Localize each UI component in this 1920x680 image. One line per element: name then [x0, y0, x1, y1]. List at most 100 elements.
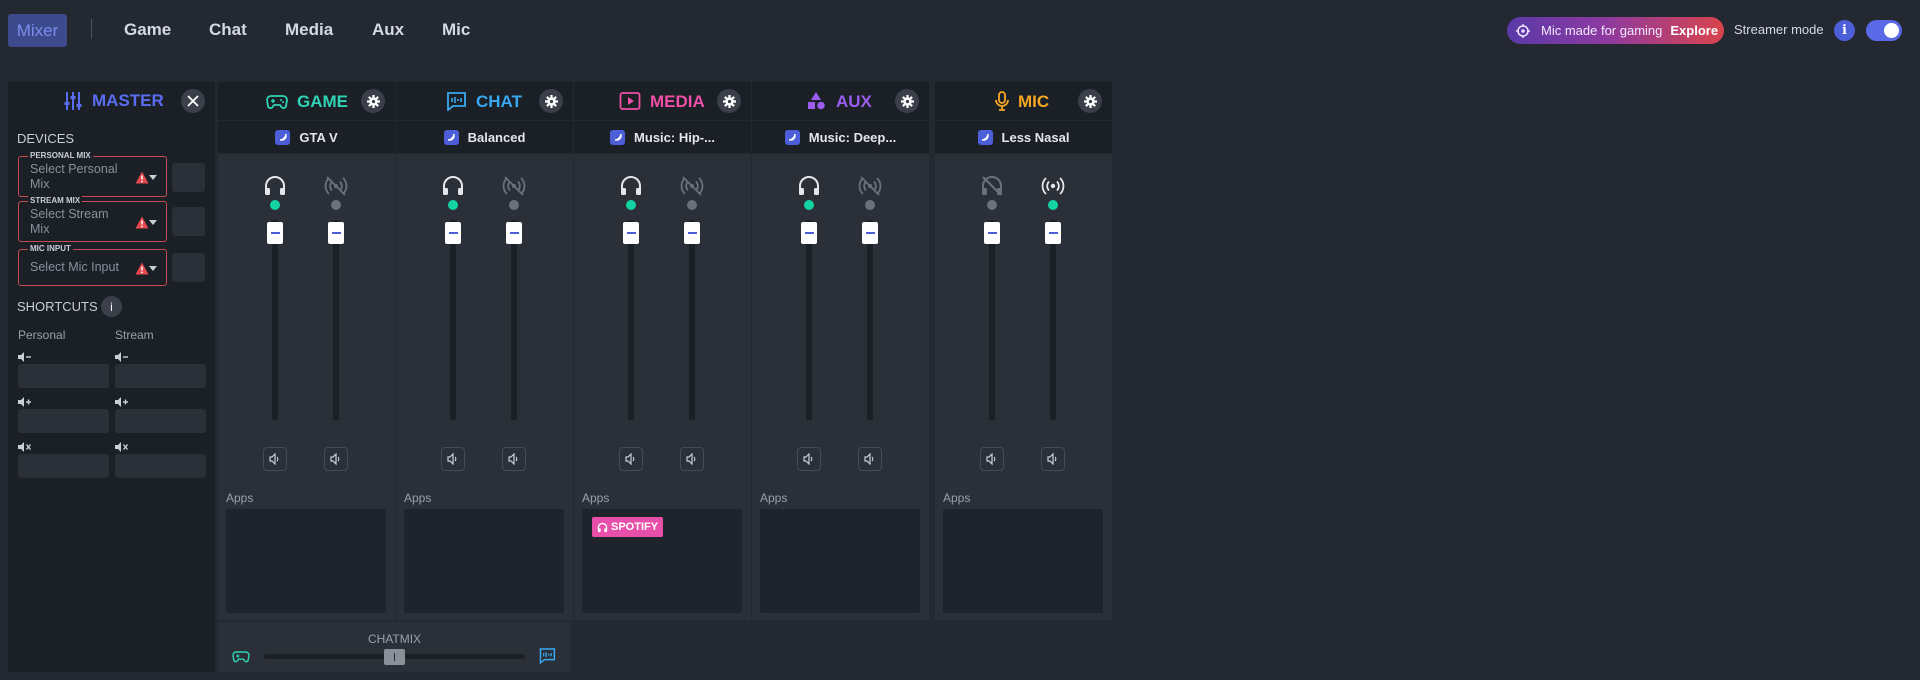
broadcast-off-icon[interactable] [324, 174, 348, 198]
apps-dropzone[interactable] [760, 509, 920, 613]
warning-icon [135, 171, 149, 184]
speaker-icon [803, 453, 813, 465]
personal-volume-slider[interactable] [445, 222, 461, 244]
chatmix-panel: CHATMIX [218, 622, 571, 672]
shortcut-stream-volume-down[interactable] [115, 364, 206, 388]
channel-preset[interactable]: Less Nasal [935, 121, 1112, 153]
nav-tab-aux[interactable]: Aux [372, 20, 405, 39]
gear-icon [544, 94, 558, 108]
stream-volume-slider[interactable] [684, 222, 700, 244]
streamer-mode-info-icon[interactable]: i [1834, 20, 1855, 41]
explore-link[interactable]: Explore [1670, 23, 1719, 38]
channel-settings-button[interactable] [1078, 89, 1102, 113]
headphones-icon[interactable] [441, 174, 465, 198]
nav-tab-game[interactable]: Game [124, 20, 172, 39]
nav-tab-mixer[interactable]: Mixer [8, 14, 67, 47]
personal-volume-track[interactable] [806, 220, 812, 420]
personal-volume-track[interactable] [989, 220, 995, 420]
personal-mix-extra-button[interactable] [172, 163, 205, 192]
broadcast-off-icon[interactable] [502, 174, 526, 198]
headphones-icon[interactable] [797, 174, 821, 198]
stream-volume-slider[interactable] [506, 222, 522, 244]
shortcuts-heading: SHORTCUTS [17, 299, 98, 314]
stream-mute-button[interactable] [858, 447, 882, 471]
broadcast-icon[interactable] [1041, 174, 1065, 198]
channel-settings-button[interactable] [895, 89, 919, 113]
personal-active-dot [987, 200, 997, 210]
stream-mute-button[interactable] [502, 447, 526, 471]
stream-volume-slider[interactable] [1045, 222, 1061, 244]
apps-dropzone[interactable] [943, 509, 1103, 613]
personal-mute-button[interactable] [797, 447, 821, 471]
shortcut-stream-volume-up[interactable] [115, 409, 206, 433]
channel-settings-button[interactable] [717, 89, 741, 113]
shortcut-personal-mute[interactable] [18, 454, 109, 478]
stream-volume-track[interactable] [689, 220, 695, 420]
personal-volume-slider[interactable] [984, 222, 1000, 244]
personal-volume-slider[interactable] [267, 222, 283, 244]
personal-mute-button[interactable] [441, 447, 465, 471]
headphones-icon[interactable] [619, 174, 643, 198]
personal-volume-track[interactable] [450, 220, 456, 420]
headphones-icon[interactable] [263, 174, 287, 198]
stream-volume-track[interactable] [511, 220, 517, 420]
personal-mute-button[interactable] [263, 447, 287, 471]
channel-settings-button[interactable] [539, 89, 563, 113]
promo-banner[interactable]: Mic made for gaming Explore [1507, 17, 1724, 44]
personal-active-dot [626, 200, 636, 210]
channel-preset[interactable]: Balanced [396, 121, 573, 153]
stream-volume-slider[interactable] [328, 222, 344, 244]
close-master-button[interactable] [181, 89, 205, 113]
channel-preset[interactable]: Music: Deep... [752, 121, 929, 153]
personal-volume-slider[interactable] [801, 222, 817, 244]
nav-tab-media[interactable]: Media [285, 20, 334, 39]
personal-mute-button[interactable] [619, 447, 643, 471]
shapes-icon [808, 92, 825, 110]
stream-active-dot [687, 200, 697, 210]
volume-down-icon [18, 352, 31, 362]
stream-mix-extra-button[interactable] [172, 207, 205, 236]
nav-tab-chat[interactable]: Chat [209, 20, 247, 39]
streamer-mode-toggle[interactable] [1866, 20, 1902, 41]
chatmix-slider[interactable] [384, 649, 405, 665]
personal-mute-button[interactable] [980, 447, 1004, 471]
stream-mix-select[interactable]: STREAM MIX Select Stream Mix [18, 196, 167, 242]
personal-volume-track[interactable] [628, 220, 634, 420]
stream-volume-track[interactable] [1050, 220, 1056, 420]
nav-tab-mic[interactable]: Mic [442, 20, 471, 39]
apps-dropzone[interactable]: SPOTIFY [582, 509, 742, 613]
toggle-knob [1884, 23, 1899, 38]
shortcut-personal-volume-down[interactable] [18, 364, 109, 388]
shortcut-stream-mute[interactable] [115, 454, 206, 478]
channel-body: Apps [752, 154, 929, 620]
broadcast-off-icon[interactable] [858, 174, 882, 198]
channel-name: MEDIA [650, 92, 705, 111]
channel-settings-button[interactable] [361, 89, 385, 113]
mic-input-select[interactable]: MIC INPUT Select Mic Input [18, 244, 167, 286]
mic-input-extra-button[interactable] [172, 253, 205, 282]
shortcut-personal-volume-up[interactable] [18, 409, 109, 433]
speaker-icon [508, 453, 518, 465]
speaker-icon [625, 453, 635, 465]
stream-volume-track[interactable] [867, 220, 873, 420]
stream-mute-button[interactable] [680, 447, 704, 471]
personal-mix-select[interactable]: PERSONAL MIX Select Personal Mix [18, 151, 167, 197]
stream-mute-button[interactable] [324, 447, 348, 471]
personal-volume-slider[interactable] [623, 222, 639, 244]
volume-up-icon [18, 397, 31, 407]
app-chip-spotify[interactable]: SPOTIFY [592, 517, 664, 537]
channel-preset[interactable]: Music: Hip-... [574, 121, 751, 153]
apps-dropzone[interactable] [226, 509, 386, 613]
stream-volume-slider[interactable] [862, 222, 878, 244]
stream-mute-button[interactable] [1041, 447, 1065, 471]
volume-down-icon [115, 352, 128, 362]
personal-volume-track[interactable] [272, 220, 278, 420]
shortcuts-info-icon[interactable]: i [101, 296, 122, 317]
stream-volume-track[interactable] [333, 220, 339, 420]
headphones-off-icon[interactable] [980, 174, 1004, 198]
apps-dropzone[interactable] [404, 509, 564, 613]
gear-icon [900, 94, 914, 108]
nav-divider [91, 19, 92, 39]
broadcast-off-icon[interactable] [680, 174, 704, 198]
channel-preset[interactable]: GTA V [218, 121, 395, 153]
